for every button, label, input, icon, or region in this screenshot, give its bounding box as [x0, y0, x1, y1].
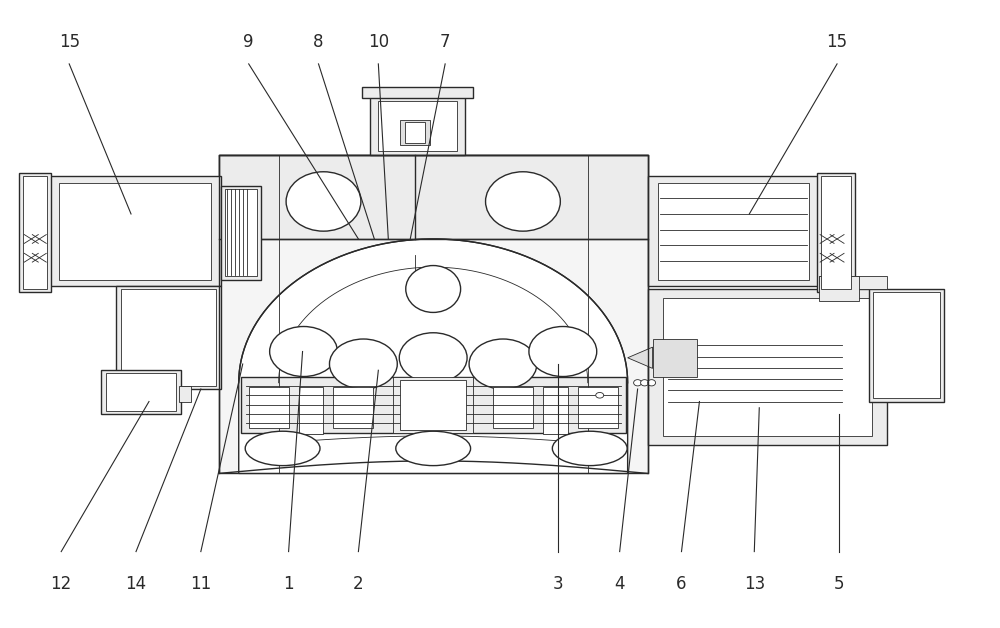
- Bar: [400, 120, 430, 145]
- Bar: [817, 173, 855, 292]
- Bar: [121, 289, 216, 386]
- Ellipse shape: [529, 327, 597, 377]
- Ellipse shape: [286, 172, 361, 231]
- Text: 8: 8: [313, 33, 324, 51]
- Bar: [299, 387, 323, 434]
- Text: 4: 4: [614, 575, 625, 593]
- Bar: [249, 387, 289, 428]
- Bar: [400, 380, 466, 430]
- Text: 6: 6: [676, 575, 687, 593]
- Polygon shape: [239, 239, 628, 474]
- Bar: [658, 183, 809, 279]
- Ellipse shape: [396, 431, 471, 465]
- Bar: [819, 276, 887, 289]
- Ellipse shape: [648, 380, 656, 386]
- Ellipse shape: [469, 339, 537, 389]
- Bar: [821, 176, 851, 289]
- Bar: [219, 154, 648, 474]
- Text: 3: 3: [553, 575, 563, 593]
- Bar: [393, 377, 473, 433]
- Text: 12: 12: [51, 575, 72, 593]
- Bar: [578, 387, 618, 428]
- Bar: [869, 289, 944, 401]
- Bar: [49, 176, 221, 286]
- Bar: [106, 374, 176, 411]
- Text: 10: 10: [368, 33, 389, 51]
- Text: 15: 15: [59, 33, 80, 51]
- Ellipse shape: [399, 333, 467, 383]
- Bar: [653, 339, 697, 377]
- Bar: [19, 173, 51, 292]
- Bar: [179, 386, 191, 401]
- Ellipse shape: [245, 431, 320, 465]
- Bar: [493, 387, 533, 428]
- Bar: [333, 387, 373, 428]
- Bar: [648, 176, 819, 286]
- Ellipse shape: [596, 392, 604, 398]
- Ellipse shape: [270, 327, 337, 377]
- Bar: [116, 286, 221, 389]
- Bar: [370, 92, 465, 154]
- Bar: [378, 102, 457, 151]
- Bar: [225, 189, 257, 276]
- Bar: [543, 387, 568, 434]
- Bar: [221, 186, 261, 279]
- Bar: [23, 176, 47, 289]
- Bar: [362, 87, 473, 99]
- Bar: [405, 122, 425, 143]
- Text: 11: 11: [190, 575, 211, 593]
- Polygon shape: [628, 347, 653, 369]
- Ellipse shape: [634, 380, 642, 386]
- Bar: [59, 183, 211, 279]
- Ellipse shape: [329, 339, 397, 389]
- Text: 9: 9: [243, 33, 254, 51]
- Text: 5: 5: [834, 575, 844, 593]
- Ellipse shape: [406, 266, 461, 313]
- Text: 14: 14: [125, 575, 147, 593]
- Ellipse shape: [486, 172, 560, 231]
- Bar: [648, 289, 887, 445]
- Text: 1: 1: [283, 575, 294, 593]
- Text: 7: 7: [440, 33, 450, 51]
- Bar: [819, 276, 859, 301]
- Bar: [101, 371, 181, 414]
- Text: 15: 15: [826, 33, 848, 51]
- Text: 13: 13: [744, 575, 765, 593]
- Bar: [873, 292, 940, 398]
- Ellipse shape: [641, 380, 649, 386]
- Ellipse shape: [552, 431, 627, 465]
- Bar: [241, 377, 626, 433]
- Text: 2: 2: [353, 575, 364, 593]
- Bar: [663, 298, 872, 436]
- Bar: [219, 154, 648, 239]
